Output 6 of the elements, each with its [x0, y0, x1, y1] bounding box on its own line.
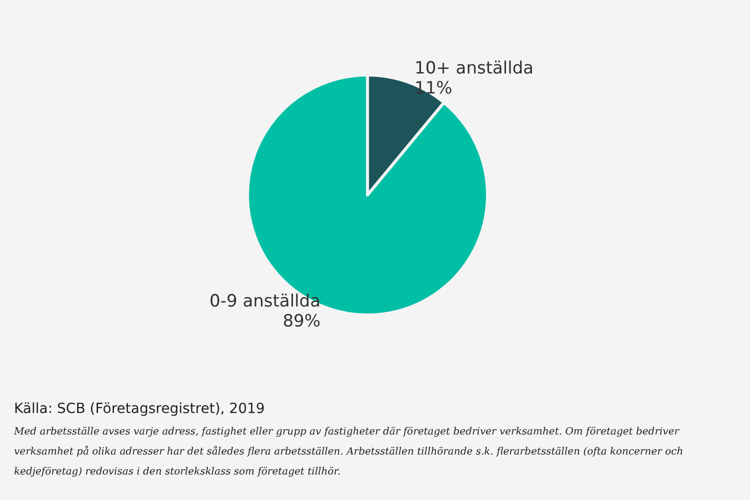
slice-label: 10+ anställda [414, 58, 534, 78]
text: Med arbetsställe avses varje adress, fastighet eller grupp av fastigheter där företaget bedriver verksamhet. Om företaget bedriver verksamhet på olika adresser har det således flera arbetsställen. Arbetsställen tillhörande s.k. flerarbetsställen (ofta koncerner och kedjeföretag) redovisas i den storleksklass som företaget tillhör. [13, 426, 686, 478]
slice-label: 0-9 anställda [210, 292, 320, 312]
data-label: 11% [414, 78, 452, 98]
data-label: 89% [282, 312, 320, 332]
text: Källa: SCB (Företagsregistret), 2019 [14, 401, 265, 417]
